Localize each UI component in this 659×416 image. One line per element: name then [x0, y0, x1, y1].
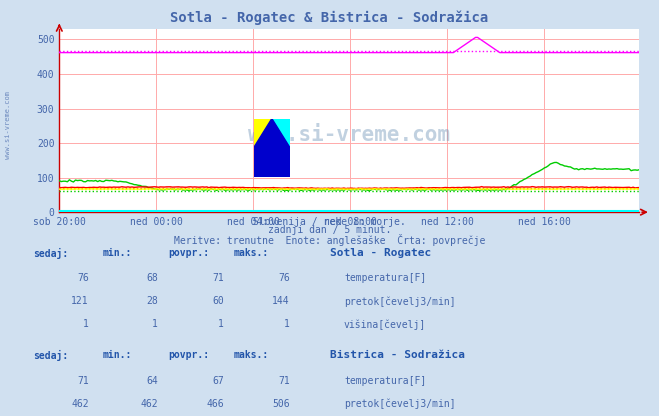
Text: 506: 506 [272, 399, 290, 409]
Text: 68: 68 [146, 273, 158, 283]
Text: sedaj:: sedaj: [33, 350, 68, 362]
Text: višina[čevelj]: višina[čevelj] [344, 319, 426, 329]
Text: 60: 60 [212, 296, 224, 306]
Polygon shape [272, 119, 290, 148]
Text: 462: 462 [71, 399, 89, 409]
Text: 121: 121 [71, 296, 89, 306]
Text: povpr.:: povpr.: [168, 248, 209, 258]
Text: Sotla - Rogatec & Bistrica - Sodražica: Sotla - Rogatec & Bistrica - Sodražica [171, 10, 488, 25]
Text: pretok[čevelj3/min]: pretok[čevelj3/min] [344, 296, 455, 307]
Text: povpr.:: povpr.: [168, 350, 209, 360]
Text: 144: 144 [272, 296, 290, 306]
Text: 76: 76 [77, 273, 89, 283]
Text: 67: 67 [212, 376, 224, 386]
Text: 64: 64 [146, 376, 158, 386]
Text: 1: 1 [218, 319, 224, 329]
Text: 76: 76 [278, 273, 290, 283]
Text: 28: 28 [146, 296, 158, 306]
Text: 462: 462 [140, 399, 158, 409]
Text: www.si-vreme.com: www.si-vreme.com [5, 91, 11, 159]
Text: 1: 1 [152, 319, 158, 329]
Text: min.:: min.: [102, 248, 132, 258]
Text: pretok[čevelj3/min]: pretok[čevelj3/min] [344, 399, 455, 409]
Text: Meritve: trenutne  Enote: anglešaške  Črta: povprečje: Meritve: trenutne Enote: anglešaške Črta… [174, 234, 485, 246]
Text: maks.:: maks.: [234, 248, 269, 258]
Text: Sotla - Rogatec: Sotla - Rogatec [330, 248, 431, 258]
Text: www.si-vreme.com: www.si-vreme.com [248, 125, 450, 145]
Text: min.:: min.: [102, 350, 132, 360]
Text: maks.:: maks.: [234, 350, 269, 360]
Text: Bistrica - Sodražica: Bistrica - Sodražica [330, 350, 465, 360]
Text: 71: 71 [212, 273, 224, 283]
Polygon shape [254, 119, 272, 148]
Text: zadnji dan / 5 minut.: zadnji dan / 5 minut. [268, 225, 391, 235]
Text: Slovenija / reke in morje.: Slovenija / reke in morje. [253, 217, 406, 227]
Text: temperatura[F]: temperatura[F] [344, 376, 426, 386]
Text: temperatura[F]: temperatura[F] [344, 273, 426, 283]
Polygon shape [254, 119, 290, 148]
Polygon shape [254, 148, 290, 177]
Text: sedaj:: sedaj: [33, 248, 68, 259]
Text: 466: 466 [206, 399, 224, 409]
Text: 1: 1 [83, 319, 89, 329]
Text: 1: 1 [284, 319, 290, 329]
Text: 71: 71 [77, 376, 89, 386]
Text: 71: 71 [278, 376, 290, 386]
